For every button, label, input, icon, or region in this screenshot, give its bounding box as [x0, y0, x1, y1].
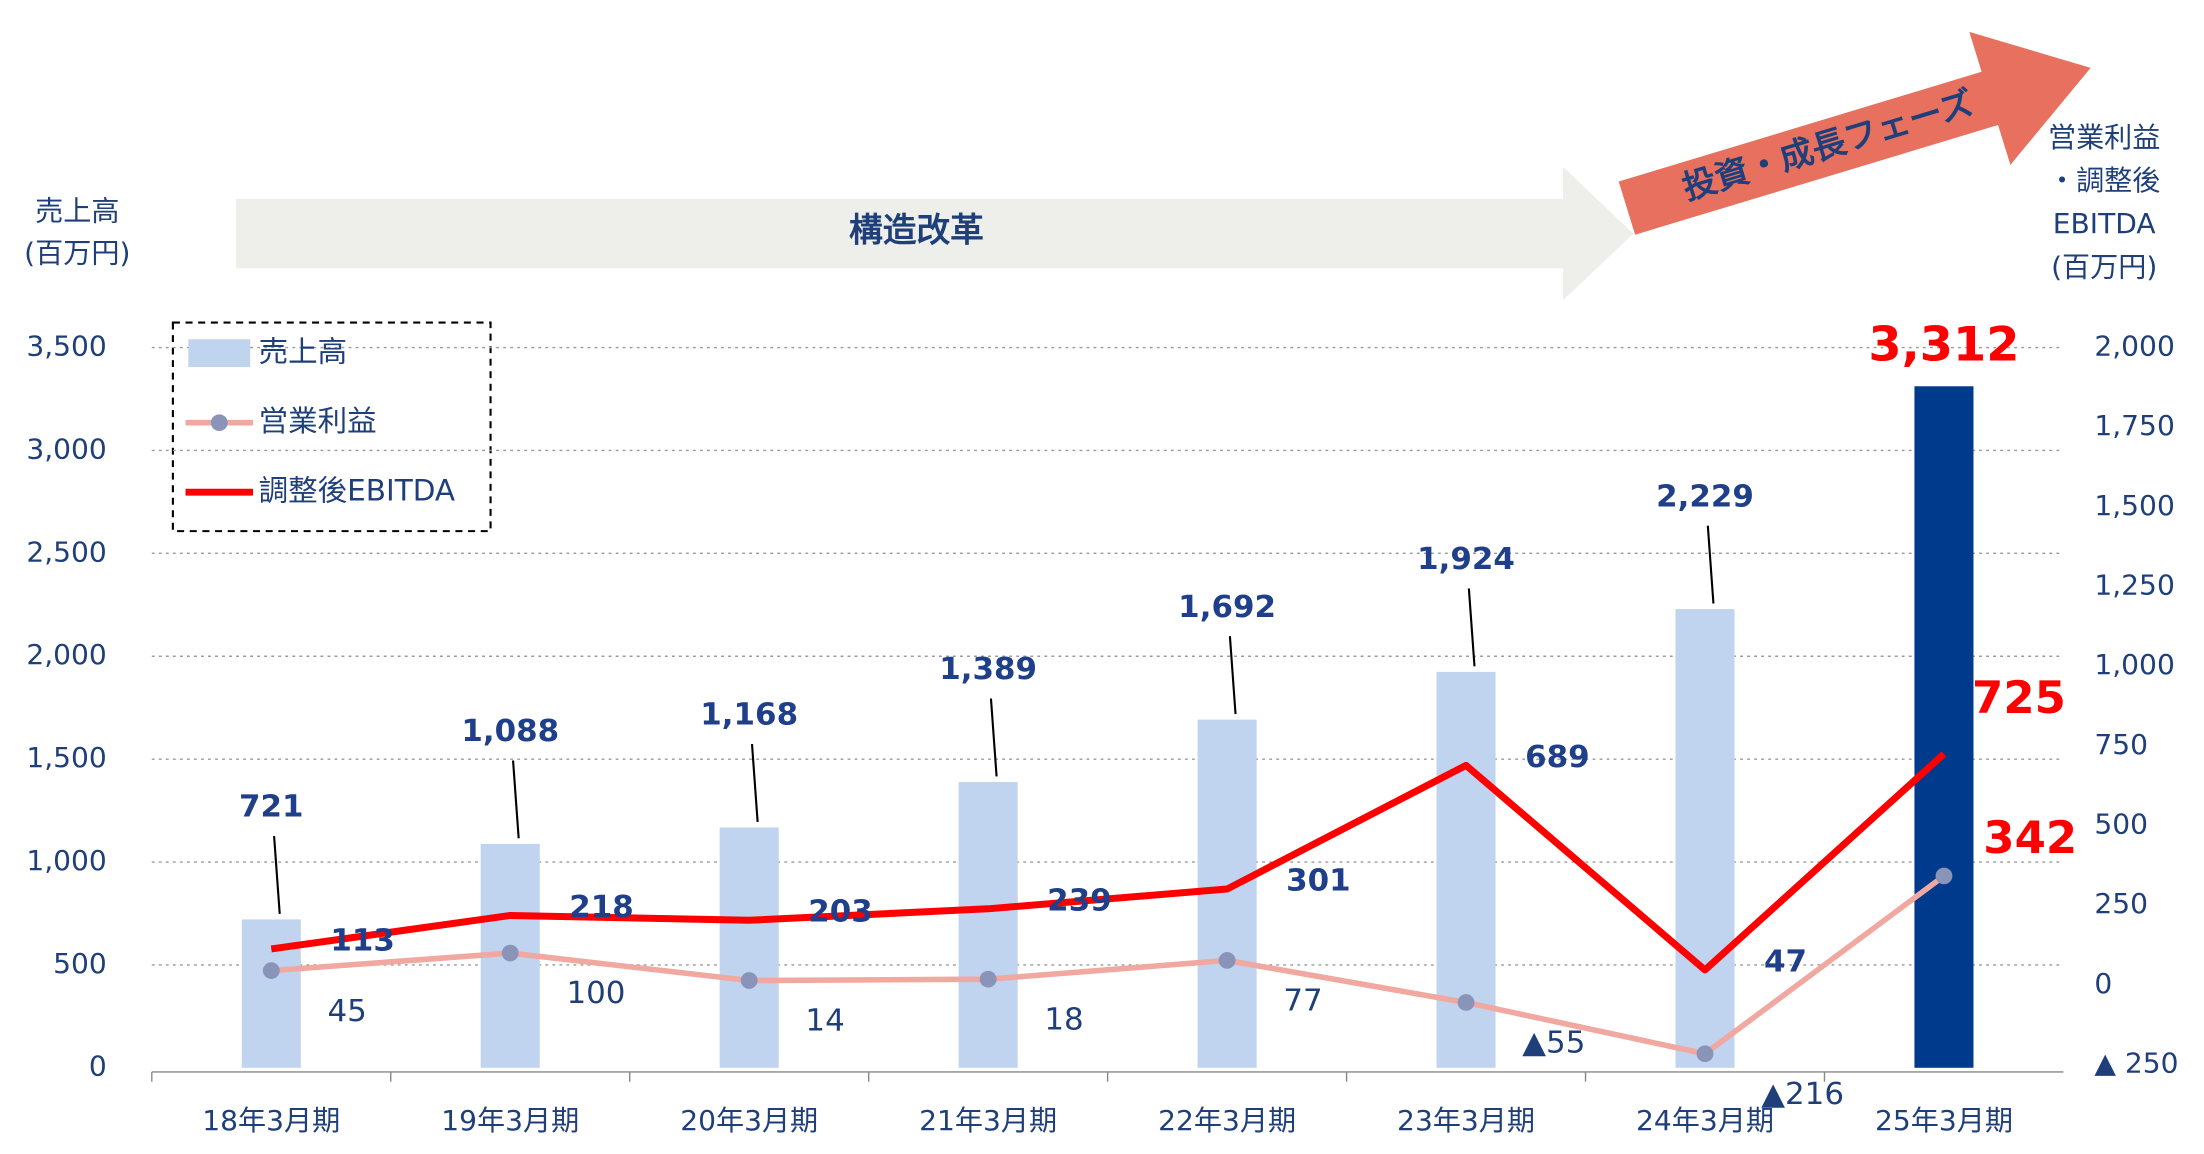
- legend-marker: [210, 414, 228, 432]
- marker: [740, 972, 758, 989]
- marker: [262, 962, 280, 979]
- y-tick-label: 3,000: [26, 433, 106, 466]
- y-tick-label: 2,500: [26, 535, 106, 568]
- x-tick-label: 21年3月期: [919, 1104, 1057, 1137]
- data-label: 203: [808, 894, 873, 930]
- y-tick-label: 0: [89, 1050, 107, 1083]
- data-label: 113: [330, 923, 395, 959]
- data-label: 14: [805, 1003, 844, 1039]
- marker: [1218, 952, 1236, 969]
- arrow-group: 投資・成長フェーズ: [1618, 31, 2091, 235]
- y-axis-title: (百万円): [24, 237, 130, 270]
- x-tick-label: 25年3月期: [1875, 1104, 2013, 1137]
- y2-tick-label: 1,250: [2094, 569, 2174, 602]
- line: [270, 751, 1947, 974]
- y-tick-label: 1,000: [26, 844, 106, 877]
- leader-line: [273, 835, 281, 914]
- leader-line: [1228, 636, 1237, 715]
- data-label: 342: [1983, 811, 2077, 864]
- legend-label: 調整後EBITDA: [259, 474, 456, 508]
- y2-tick-label: 500: [2094, 808, 2148, 841]
- marker: [1696, 1045, 1714, 1063]
- data-label: 218: [569, 889, 634, 925]
- data-label: 18: [1044, 1002, 1083, 1038]
- marker: [1935, 867, 1953, 885]
- leader-line: [1706, 525, 1715, 604]
- y-tick-label: 500: [53, 947, 107, 980]
- bar: [719, 827, 779, 1068]
- data-label: ▲55: [1522, 1025, 1585, 1061]
- leader-line: [511, 760, 520, 839]
- y2-tick-label: 1,500: [2094, 489, 2174, 522]
- x-tick-label: 23年3月期: [1397, 1104, 1535, 1137]
- y2-axis-title: EBITDA: [2053, 207, 2156, 240]
- data-label: 689: [1525, 739, 1590, 775]
- arrow: [236, 166, 1634, 301]
- bar-label: 1,692: [1178, 589, 1276, 625]
- leader-line: [750, 743, 759, 822]
- y2-tick-label: 2,000: [2094, 330, 2174, 363]
- data-label: 77: [1283, 983, 1322, 1019]
- bar-label: 1,924: [1417, 541, 1515, 577]
- line: [271, 873, 1946, 1057]
- data-label: 47: [1764, 944, 1807, 980]
- y-tick-label: 3,500: [26, 330, 106, 363]
- bar-label: 1,389: [939, 651, 1037, 687]
- y2-tick-label: 750: [2094, 728, 2148, 761]
- marker: [979, 970, 997, 988]
- annotation: 構造改革: [849, 211, 984, 250]
- legend-swatch: [188, 339, 251, 368]
- x-tick-label: 24年3月期: [1636, 1104, 1774, 1137]
- leader-line: [989, 698, 998, 777]
- data-label: 100: [566, 975, 625, 1011]
- legend-label: 営業利益: [259, 404, 377, 438]
- bar-label: 3,312: [1868, 318, 2019, 373]
- y2-tick-label: 1,750: [2094, 409, 2174, 442]
- bar: [958, 781, 1018, 1068]
- x-tick-label: 18年3月期: [202, 1104, 340, 1137]
- bar-label: 1,168: [700, 697, 798, 733]
- y-tick-label: 2,000: [26, 638, 106, 671]
- arrow: [1618, 31, 2091, 235]
- data-label: 239: [1047, 882, 1112, 918]
- marker: [1457, 994, 1475, 1011]
- annotation: 投資・成長フェーズ: [1678, 83, 1978, 207]
- bar: [1914, 386, 1974, 1068]
- y2-tick-label: 0: [2094, 967, 2112, 1000]
- y2-axis-title: (百万円): [2051, 250, 2157, 283]
- bar-label: 721: [239, 789, 304, 825]
- bar-label: 1,088: [461, 713, 559, 749]
- bar-label: 2,229: [1656, 479, 1754, 515]
- y2-axis-title: ・調整後: [2048, 164, 2160, 197]
- y2-tick-label: 1,000: [2094, 648, 2174, 681]
- x-tick-label: 19年3月期: [441, 1104, 579, 1137]
- x-tick-label: 22年3月期: [1158, 1104, 1296, 1137]
- bar: [1675, 609, 1735, 1068]
- y-tick-label: 1,500: [26, 741, 106, 774]
- data-label: 301: [1286, 863, 1351, 899]
- legend-label: 売上高: [259, 335, 348, 369]
- data-label: ▲216: [1761, 1076, 1844, 1112]
- leader-line: [1467, 588, 1476, 667]
- y-axis-title: 売上高: [35, 195, 119, 228]
- x-tick-label: 20年3月期: [680, 1104, 818, 1137]
- data-label: 45: [328, 993, 367, 1029]
- data-label: 725: [1972, 671, 2066, 724]
- y2-tick-label: 250: [2094, 887, 2148, 920]
- marker: [501, 944, 519, 962]
- y2-axis-title: 営業利益: [2048, 121, 2160, 154]
- bar: [241, 919, 301, 1068]
- y2-tick-label: ▲ 250: [2094, 1047, 2178, 1080]
